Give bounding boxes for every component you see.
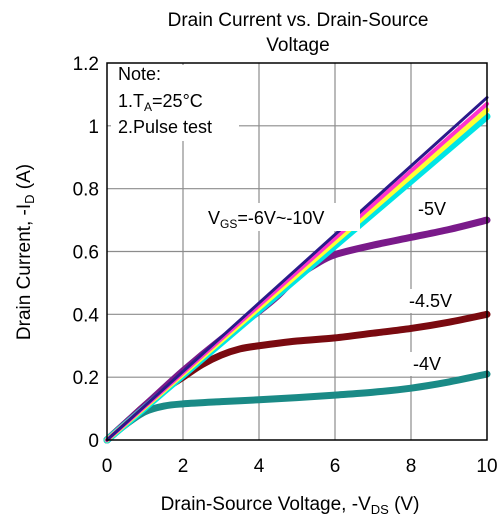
x-axis-label: Drain-Source Voltage, -VDS (V): [161, 494, 420, 517]
x-tick-label: 6: [330, 456, 341, 477]
vgs-label-rest: =-6V~-10V: [237, 208, 324, 228]
label-4v: -4V: [413, 354, 441, 374]
note-title: Note:: [118, 64, 161, 84]
y-tick-label: 0.2: [73, 368, 99, 389]
vgs-label-bg: [200, 203, 360, 231]
y-tick-labels: 0 0.2 0.4 0.6 0.8 1 1.2: [73, 54, 100, 452]
label-45v-bg: [404, 289, 466, 313]
x-axis-label-sub: DS: [371, 502, 389, 517]
y-tick-label: 0.4: [73, 305, 100, 326]
y-axis-label: Drain Current, -ID (A): [14, 164, 37, 340]
label-5v-bg: [412, 197, 458, 221]
x-tick-label: 2: [178, 456, 189, 477]
chart-title-line2: Voltage: [266, 35, 329, 56]
label-5v: -5V: [418, 199, 446, 219]
x-axis-label-main: Drain-Source Voltage, -V: [161, 494, 371, 515]
x-tick-label: 4: [254, 456, 265, 477]
y-axis-label-sub: D: [22, 195, 37, 204]
chart-title-line1: Drain Current vs. Drain-Source: [168, 10, 429, 31]
y-tick-label: 0.8: [73, 180, 99, 201]
x-axis-label-unit: (V): [389, 494, 420, 515]
x-tick-label: 8: [406, 456, 417, 477]
series-layer: [103, 96, 491, 444]
note-line1-main: 1.T: [118, 91, 144, 111]
label-45v: -4.5V: [409, 291, 452, 311]
x-tick-label: 0: [102, 456, 113, 477]
y-axis-label-unit: (A): [14, 164, 35, 195]
y-tick-label: 0.6: [73, 243, 99, 264]
y-axis-label-main: Drain Current, -I: [14, 204, 35, 340]
y-tick-label: 1.2: [73, 54, 99, 75]
note-line2: 2.Pulse test: [118, 117, 212, 137]
x-tick-label: 10: [476, 456, 497, 477]
label-4v-bg: [408, 352, 450, 376]
note-line1: 1.TA=25°C: [118, 91, 203, 114]
vgs-label-main: V: [208, 208, 220, 228]
note-box: [111, 65, 239, 141]
y-tick-label: 1: [88, 117, 99, 138]
vgs-label: VGS=-6V~-10V: [208, 208, 324, 231]
vgs-label-sub: GS: [220, 217, 237, 231]
series-line-10V: [105, 96, 489, 442]
note-line1-sub: A: [144, 100, 152, 114]
y-tick-label: 0: [88, 431, 99, 452]
plot-frame: [106, 62, 488, 441]
note-line1-rest: =25°C: [152, 91, 203, 111]
x-tick-labels: 0 2 4 6 8 10: [102, 456, 498, 477]
